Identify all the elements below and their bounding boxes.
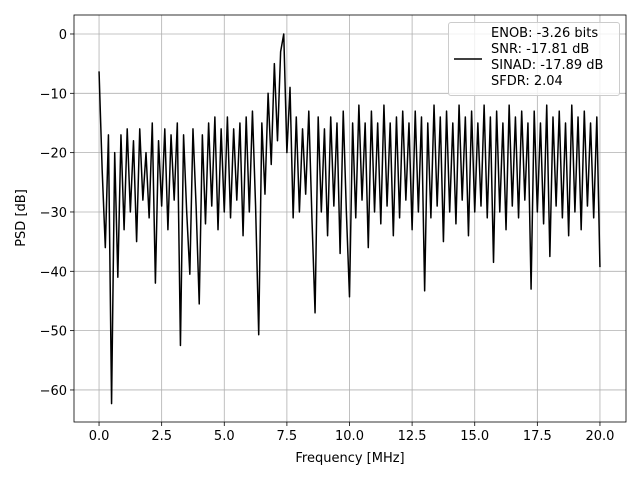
x-tick-label: 5.0 [214,429,235,444]
x-tick-label: 10.0 [335,429,364,444]
y-tick-label: −50 [40,325,67,340]
y-tick-label: 0 [59,28,67,43]
y-axis-label: PSD [dB] [14,189,29,247]
x-tick-label: 15.0 [460,429,489,444]
x-tick-label: 7.5 [277,429,298,444]
x-tick-label: 17.5 [523,429,552,444]
x-tick-label: 0.0 [89,429,110,444]
y-tick-label: −40 [40,265,67,280]
y-tick-label: −60 [40,384,67,399]
y-tick-label: −30 [40,206,67,221]
y-tick-label: −20 [40,147,67,162]
x-tick-label: 20.0 [585,429,614,444]
line-series [98,33,601,405]
axes-frame [73,14,627,423]
y-tick-label: −10 [40,87,67,102]
legend-label: ENOB: -3.26 bits SNR: -17.81 dB SINAD: -… [491,26,604,89]
x-axis-label: Frequency [MHz] [295,451,404,466]
x-tick-label: 12.5 [398,429,427,444]
x-tick-label: 2.5 [151,429,172,444]
